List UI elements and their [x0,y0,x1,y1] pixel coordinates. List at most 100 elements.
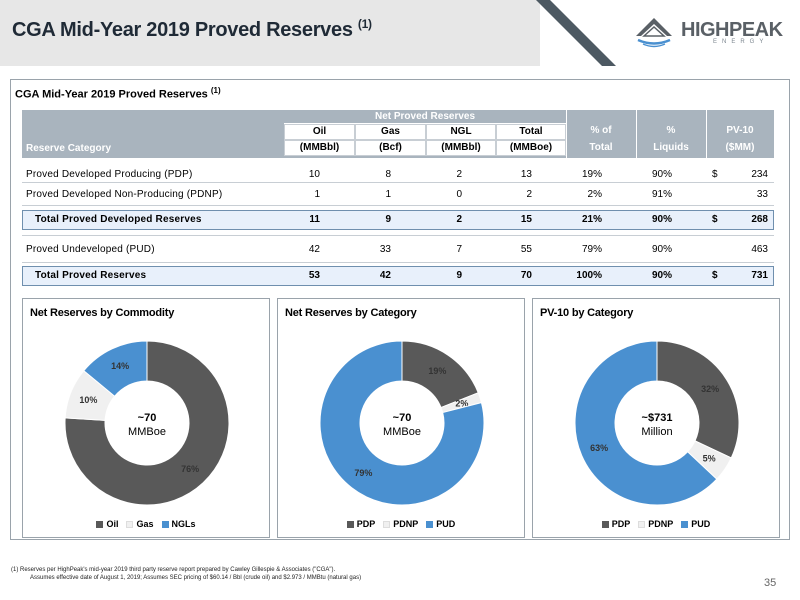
table-cell-oil: 10 [308,169,320,180]
donut-slice-pud [574,340,718,506]
donut-slice-pud [319,340,485,506]
table-cell-oil: 1 [314,189,320,200]
legend-item: PDP [601,519,630,529]
chart-pv10: PV-10 by Category 32% 5% 63% ~$731 Million P… [532,298,780,538]
table-cell-pct-liquids: 90% [651,270,672,281]
logo-wordmark: HIGHPEAK [681,19,783,41]
col-header-total: Total [496,124,566,140]
legend-item: PDNP [638,519,673,529]
chart-commodity: Net Reserves by Commodity 76% 10% 14% ~70 MM… [22,298,270,538]
table-cell-pv10: 731 [751,270,768,281]
chart-category: Net Reserves by Category 19% 2% 79% ~70 MMBo… [277,298,525,538]
table-cell-ngl: 0 [456,189,462,200]
legend-item: Gas [126,519,154,529]
donut-data-label: 79% [354,468,372,478]
donut-chart: 19% 2% 79% ~70 MMBoe [319,340,485,506]
donut-data-label: 14% [111,361,129,371]
header-diagonal-stripe [536,0,616,66]
legend-item: Oil [96,519,118,529]
table-cell-ngl: 9 [456,270,462,281]
table-cell-total: 70 [520,270,532,281]
table-cell-pv10: 268 [751,214,768,225]
legend-swatch [638,521,646,529]
page-title: CGA Mid-Year 2019 Proved Reserves (1) [12,17,372,41]
table-row-label: Proved Undeveloped (PUD) [26,244,155,255]
table-row-label: Proved Developed Producing (PDP) [26,169,193,180]
table-cell-pct-liquids: 90% [651,214,672,225]
table-cell-gas: 42 [379,270,391,281]
table-cell-ngl: 2 [456,214,462,225]
section-panel [10,79,790,540]
col-subheader-pv10: ($MM) [725,142,755,153]
col-unit-oil: (MMBbl) [284,140,355,156]
row-divider [22,235,774,236]
chart-legend: Oil Gas NGLs [23,519,269,529]
legend-swatch [161,521,169,529]
footnote-line: (1) Reserves per HighPeak's mid-year 201… [11,567,336,573]
col-header-ngl: NGL [426,124,496,140]
highpeak-logo-icon [636,18,672,48]
table-row-label: Total Proved Reserves [35,270,147,281]
chart-legend: PDP PDNP PUD [533,519,779,529]
donut-center-label: ~70 [138,412,157,424]
header-divider [706,110,707,158]
table-row-label: Proved Developed Non-Producing (PDNP) [26,189,223,200]
total-row-band [22,210,774,230]
table-cell-pct-total: 79% [581,244,602,255]
legend-swatch [383,521,391,529]
donut-data-label: 5% [703,453,716,463]
table-cell-pct-total: 100% [576,270,602,281]
chart-title: Net Reserves by Commodity [30,307,175,319]
table-cell-pct-total: 2% [587,189,602,200]
table-cell-total: 15 [520,214,532,225]
table-cell-dollar-sign: $ [712,169,718,180]
legend-swatch [601,521,609,529]
col-header-pct-liquids: % [666,125,676,136]
header-divider [566,110,567,158]
donut-data-label: 2% [455,399,468,409]
donut-chart: 76% 10% 14% ~70 MMBoe [64,340,230,506]
col-subheader-pct-liquids: Liquids [653,142,689,153]
table-cell-gas: 1 [385,189,391,200]
page-number: 35 [764,577,777,589]
donut-data-label: 32% [701,384,719,394]
logo-subtitle: ENERGY [713,39,769,45]
chart-title: PV-10 by Category [540,307,634,319]
col-header-oil: Oil [284,124,355,140]
table-cell-pv10: 234 [751,169,768,180]
table-cell-gas: 9 [385,214,391,225]
legend-swatch [426,521,434,529]
legend-swatch [681,521,689,529]
table-group-header: Net Proved Reserves [284,110,566,124]
col-unit-total: (MMBoe) [496,140,566,156]
col-unit-ngl: (MMBbl) [426,140,496,156]
donut-data-label: 76% [181,464,199,474]
table-cell-ngl: 7 [456,244,462,255]
table-cell-dollar-sign: $ [712,270,718,281]
chart-legend: PDP PDNP PUD [278,519,524,529]
footnote-line: Assumes effective date of August 1, 2019… [30,575,362,581]
donut-center-label: ~$731 [642,412,673,424]
legend-swatch [96,521,104,529]
table-cell-pv10: 33 [756,189,768,200]
table-cell-pct-total: 21% [581,214,602,225]
table-cell-oil: 11 [309,214,320,225]
donut-center-label: MMBoe [383,426,421,438]
table-cell-pct-liquids: 90% [651,244,672,255]
section-title: CGA Mid-Year 2019 Proved Reserves (1) [15,86,221,101]
col-header-category: Reserve Category [26,143,112,154]
table-cell-oil: 42 [308,244,320,255]
donut-slice-ngls [83,340,148,397]
col-header-gas: Gas [355,124,426,140]
table-cell-pct-liquids: 90% [651,169,672,180]
donut-data-label: 63% [590,443,608,453]
row-divider [22,262,774,263]
donut-slice-oil [64,340,230,506]
total-row-band [22,266,774,286]
col-header-pv10: PV-10 [726,125,754,136]
legend-swatch [346,521,354,529]
table-cell-oil: 53 [308,270,320,281]
donut-center-label: ~70 [393,412,412,424]
col-header-pct-total: % of [590,125,612,136]
donut-chart: 32% 5% 63% ~$731 Million [574,340,740,506]
